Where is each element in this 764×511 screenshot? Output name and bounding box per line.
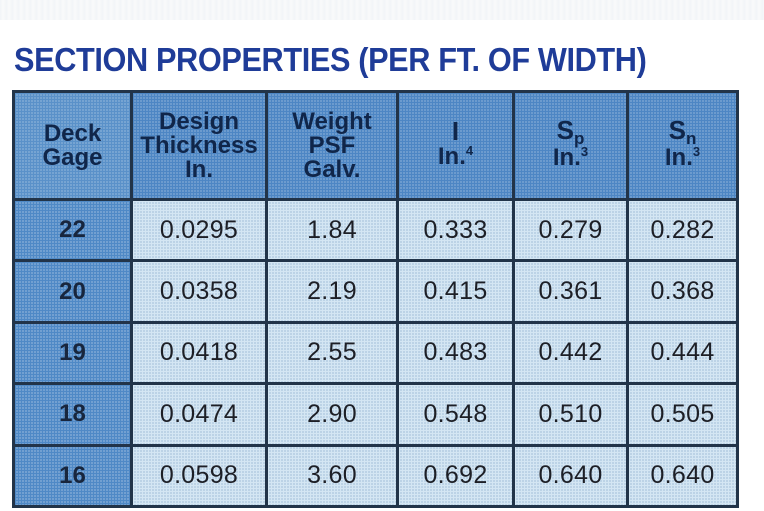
header-sp-symbol: S — [556, 115, 574, 145]
header-deck-gage-line2: Gage — [42, 143, 103, 171]
cell-weight: 2.55 — [265, 320, 399, 386]
table-row: 22 0.0295 1.84 0.333 0.279 0.282 — [12, 197, 739, 263]
header-row: Deck Gage Design Thickness In. Weight PS… — [12, 90, 739, 201]
cell-sp: 0.442 — [512, 320, 629, 386]
header-weight-line3: Galv. — [303, 155, 361, 183]
cell-gage: 18 — [12, 382, 133, 447]
cell-thickness: 0.0474 — [130, 382, 268, 447]
cell-weight: 1.84 — [265, 197, 399, 263]
cell-sp: 0.510 — [512, 382, 629, 447]
header-sp-symbol-line: Sp — [553, 115, 588, 148]
section-properties-table-wrap: Deck Gage Design Thickness In. Weight PS… — [12, 90, 739, 509]
cell-sn: 0.640 — [626, 443, 739, 509]
header-deck-gage-line1: Deck — [43, 119, 102, 147]
cell-sn: 0.505 — [626, 382, 739, 447]
header-sp-unit-line: In.3 — [552, 144, 589, 173]
cell-i: 0.548 — [396, 382, 515, 447]
cell-sp: 0.640 — [512, 443, 629, 509]
cell-i: 0.415 — [396, 259, 515, 324]
cell-weight: 2.90 — [265, 382, 399, 447]
cell-thickness: 0.0358 — [130, 259, 268, 324]
header-design-thickness-line2: Thickness — [140, 131, 258, 159]
cell-weight: 2.19 — [265, 259, 399, 324]
header-design-thickness: Design Thickness In. — [130, 90, 268, 201]
header-sn-unit-line: In.3 — [664, 144, 701, 173]
table-row: 16 0.0598 3.60 0.692 0.640 0.640 — [12, 443, 739, 509]
header-weight-line2: PSF — [308, 131, 356, 159]
header-weight: Weight PSF Galv. — [265, 90, 399, 201]
header-sn-symbol-line: Sn — [665, 115, 700, 148]
cell-gage: 16 — [12, 443, 133, 509]
page-title: SECTION PROPERTIES (PER FT. OF WIDTH) — [14, 41, 647, 78]
header-i-symbol-line: I — [438, 116, 473, 146]
cell-i: 0.692 — [396, 443, 515, 509]
header-sn-unit: In. — [664, 144, 693, 171]
table-row: 19 0.0418 2.55 0.483 0.442 0.444 — [12, 320, 739, 386]
cell-sn: 0.282 — [626, 197, 739, 263]
header-sp-subscript: p — [573, 129, 585, 148]
header-sp: Sp In.3 — [512, 90, 629, 201]
cell-thickness: 0.0418 — [130, 320, 268, 386]
header-moment-of-inertia: I In.4 — [396, 90, 515, 201]
header-sn-unit-exponent: 3 — [692, 144, 701, 159]
header-i-unit-line: In.4 — [437, 143, 474, 172]
cell-i: 0.483 — [396, 320, 515, 386]
header-design-thickness-line3: In. — [184, 155, 213, 183]
cell-i: 0.333 — [396, 197, 515, 263]
cell-gage: 20 — [12, 259, 133, 324]
cell-thickness: 0.0295 — [130, 197, 268, 263]
table-row: 18 0.0474 2.90 0.548 0.510 0.505 — [12, 382, 739, 447]
header-sn-symbol: S — [668, 115, 686, 145]
header-i-symbol: I — [451, 116, 460, 146]
header-sn: Sn In.3 — [626, 90, 739, 201]
header-sp-unit: In. — [552, 144, 581, 171]
scan-edge-strip — [0, 0, 764, 20]
cell-weight: 3.60 — [265, 443, 399, 509]
header-deck-gage: Deck Gage — [12, 90, 133, 201]
header-sn-subscript: n — [685, 129, 697, 148]
cell-sp: 0.361 — [512, 259, 629, 324]
header-weight-line1: Weight — [292, 107, 372, 135]
cell-sn: 0.444 — [626, 320, 739, 386]
cell-sp: 0.279 — [512, 197, 629, 263]
header-i-unit: In. — [437, 143, 466, 170]
cell-sn: 0.368 — [626, 259, 739, 324]
cell-thickness: 0.0598 — [130, 443, 268, 509]
section-properties-table: Deck Gage Design Thickness In. Weight PS… — [12, 90, 739, 509]
cell-gage: 22 — [12, 197, 133, 263]
cell-gage: 19 — [12, 320, 133, 386]
header-i-unit-exponent: 4 — [465, 143, 474, 158]
table-row: 20 0.0358 2.19 0.415 0.361 0.368 — [12, 259, 739, 324]
header-sp-unit-exponent: 3 — [580, 144, 589, 159]
header-design-thickness-line1: Design — [158, 107, 239, 135]
